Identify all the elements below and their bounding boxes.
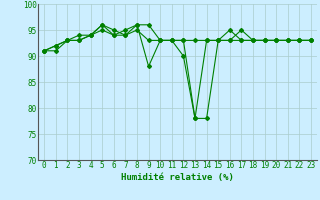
X-axis label: Humidité relative (%): Humidité relative (%) [121, 173, 234, 182]
